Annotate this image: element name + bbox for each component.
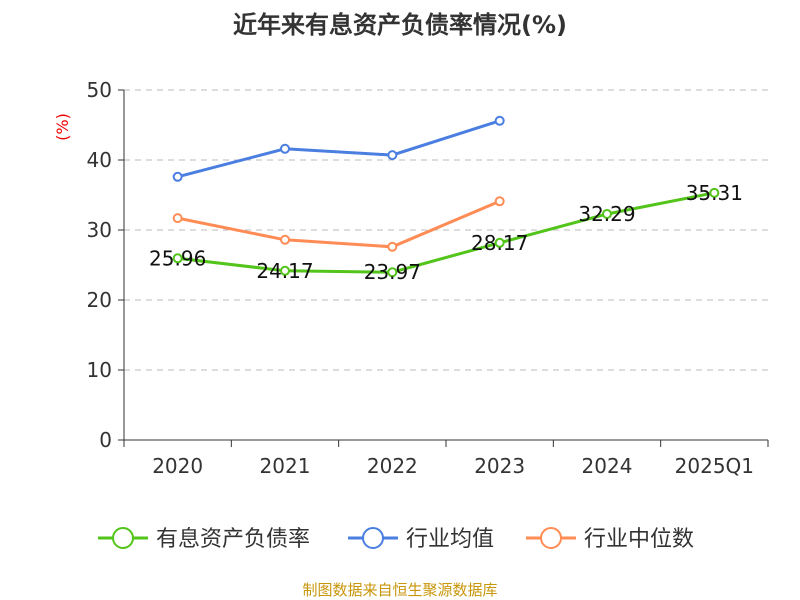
data-point	[387, 267, 398, 278]
legend-marker	[540, 527, 562, 549]
series-0: 25.96 24.17 23.97 28.17 32.29 35.31	[149, 181, 743, 284]
series-line	[177, 191, 715, 274]
y-tick-label: 40	[87, 148, 112, 172]
series-line	[177, 119, 501, 179]
series-line	[177, 199, 501, 249]
data-point	[494, 237, 505, 248]
series-1	[172, 115, 505, 182]
legend-item[interactable]: 行业中位数	[526, 527, 694, 552]
x-tick-label: 2021	[260, 454, 311, 478]
data-label: 32.29	[578, 202, 635, 226]
x-tick-label: 2020	[152, 454, 203, 478]
legend-label: 有息资产负债率	[156, 527, 310, 552]
source-note: 制图数据来自恒生聚源数据库	[302, 581, 497, 599]
data-label: 25.96	[149, 246, 206, 270]
y-tick-label: 20	[87, 288, 112, 312]
legend-label: 行业中位数	[584, 527, 694, 552]
data-point	[172, 253, 183, 264]
y-tick-label: 30	[87, 218, 112, 242]
legend-label: 行业均值	[406, 527, 494, 552]
chart-title: 近年来有息资产负债率情况(%)	[233, 11, 567, 39]
y-tick-label: 10	[87, 358, 112, 382]
data-point	[280, 234, 290, 245]
data-point	[709, 187, 720, 198]
data-point	[172, 171, 183, 182]
series-2	[172, 196, 505, 252]
data-point	[602, 208, 612, 219]
data-point	[387, 241, 398, 252]
x-tick-label: 2022	[367, 454, 418, 478]
data-label: 24.17	[256, 259, 313, 283]
data-label: 28.17	[471, 231, 528, 255]
legend-item[interactable]: 行业均值	[348, 527, 494, 552]
data-point	[494, 115, 505, 126]
legend-item[interactable]: 有息资产负债率	[98, 527, 310, 552]
legend-marker	[362, 527, 384, 549]
data-label: 23.97	[364, 260, 421, 284]
data-point	[280, 265, 290, 276]
data-point	[387, 150, 398, 161]
y-axis-label: (%)	[53, 113, 72, 141]
legend-marker	[112, 527, 134, 549]
data-label: 35.31	[686, 181, 743, 205]
x-tick-label: 2025Q1	[675, 454, 754, 478]
x-tick-label: 2024	[582, 454, 633, 478]
y-tick-label: 0	[99, 428, 112, 452]
data-point	[280, 143, 290, 154]
y-tick-label: 50	[87, 78, 112, 102]
x-tick-label: 2023	[474, 454, 525, 478]
data-point	[172, 213, 183, 224]
data-point	[494, 196, 505, 207]
